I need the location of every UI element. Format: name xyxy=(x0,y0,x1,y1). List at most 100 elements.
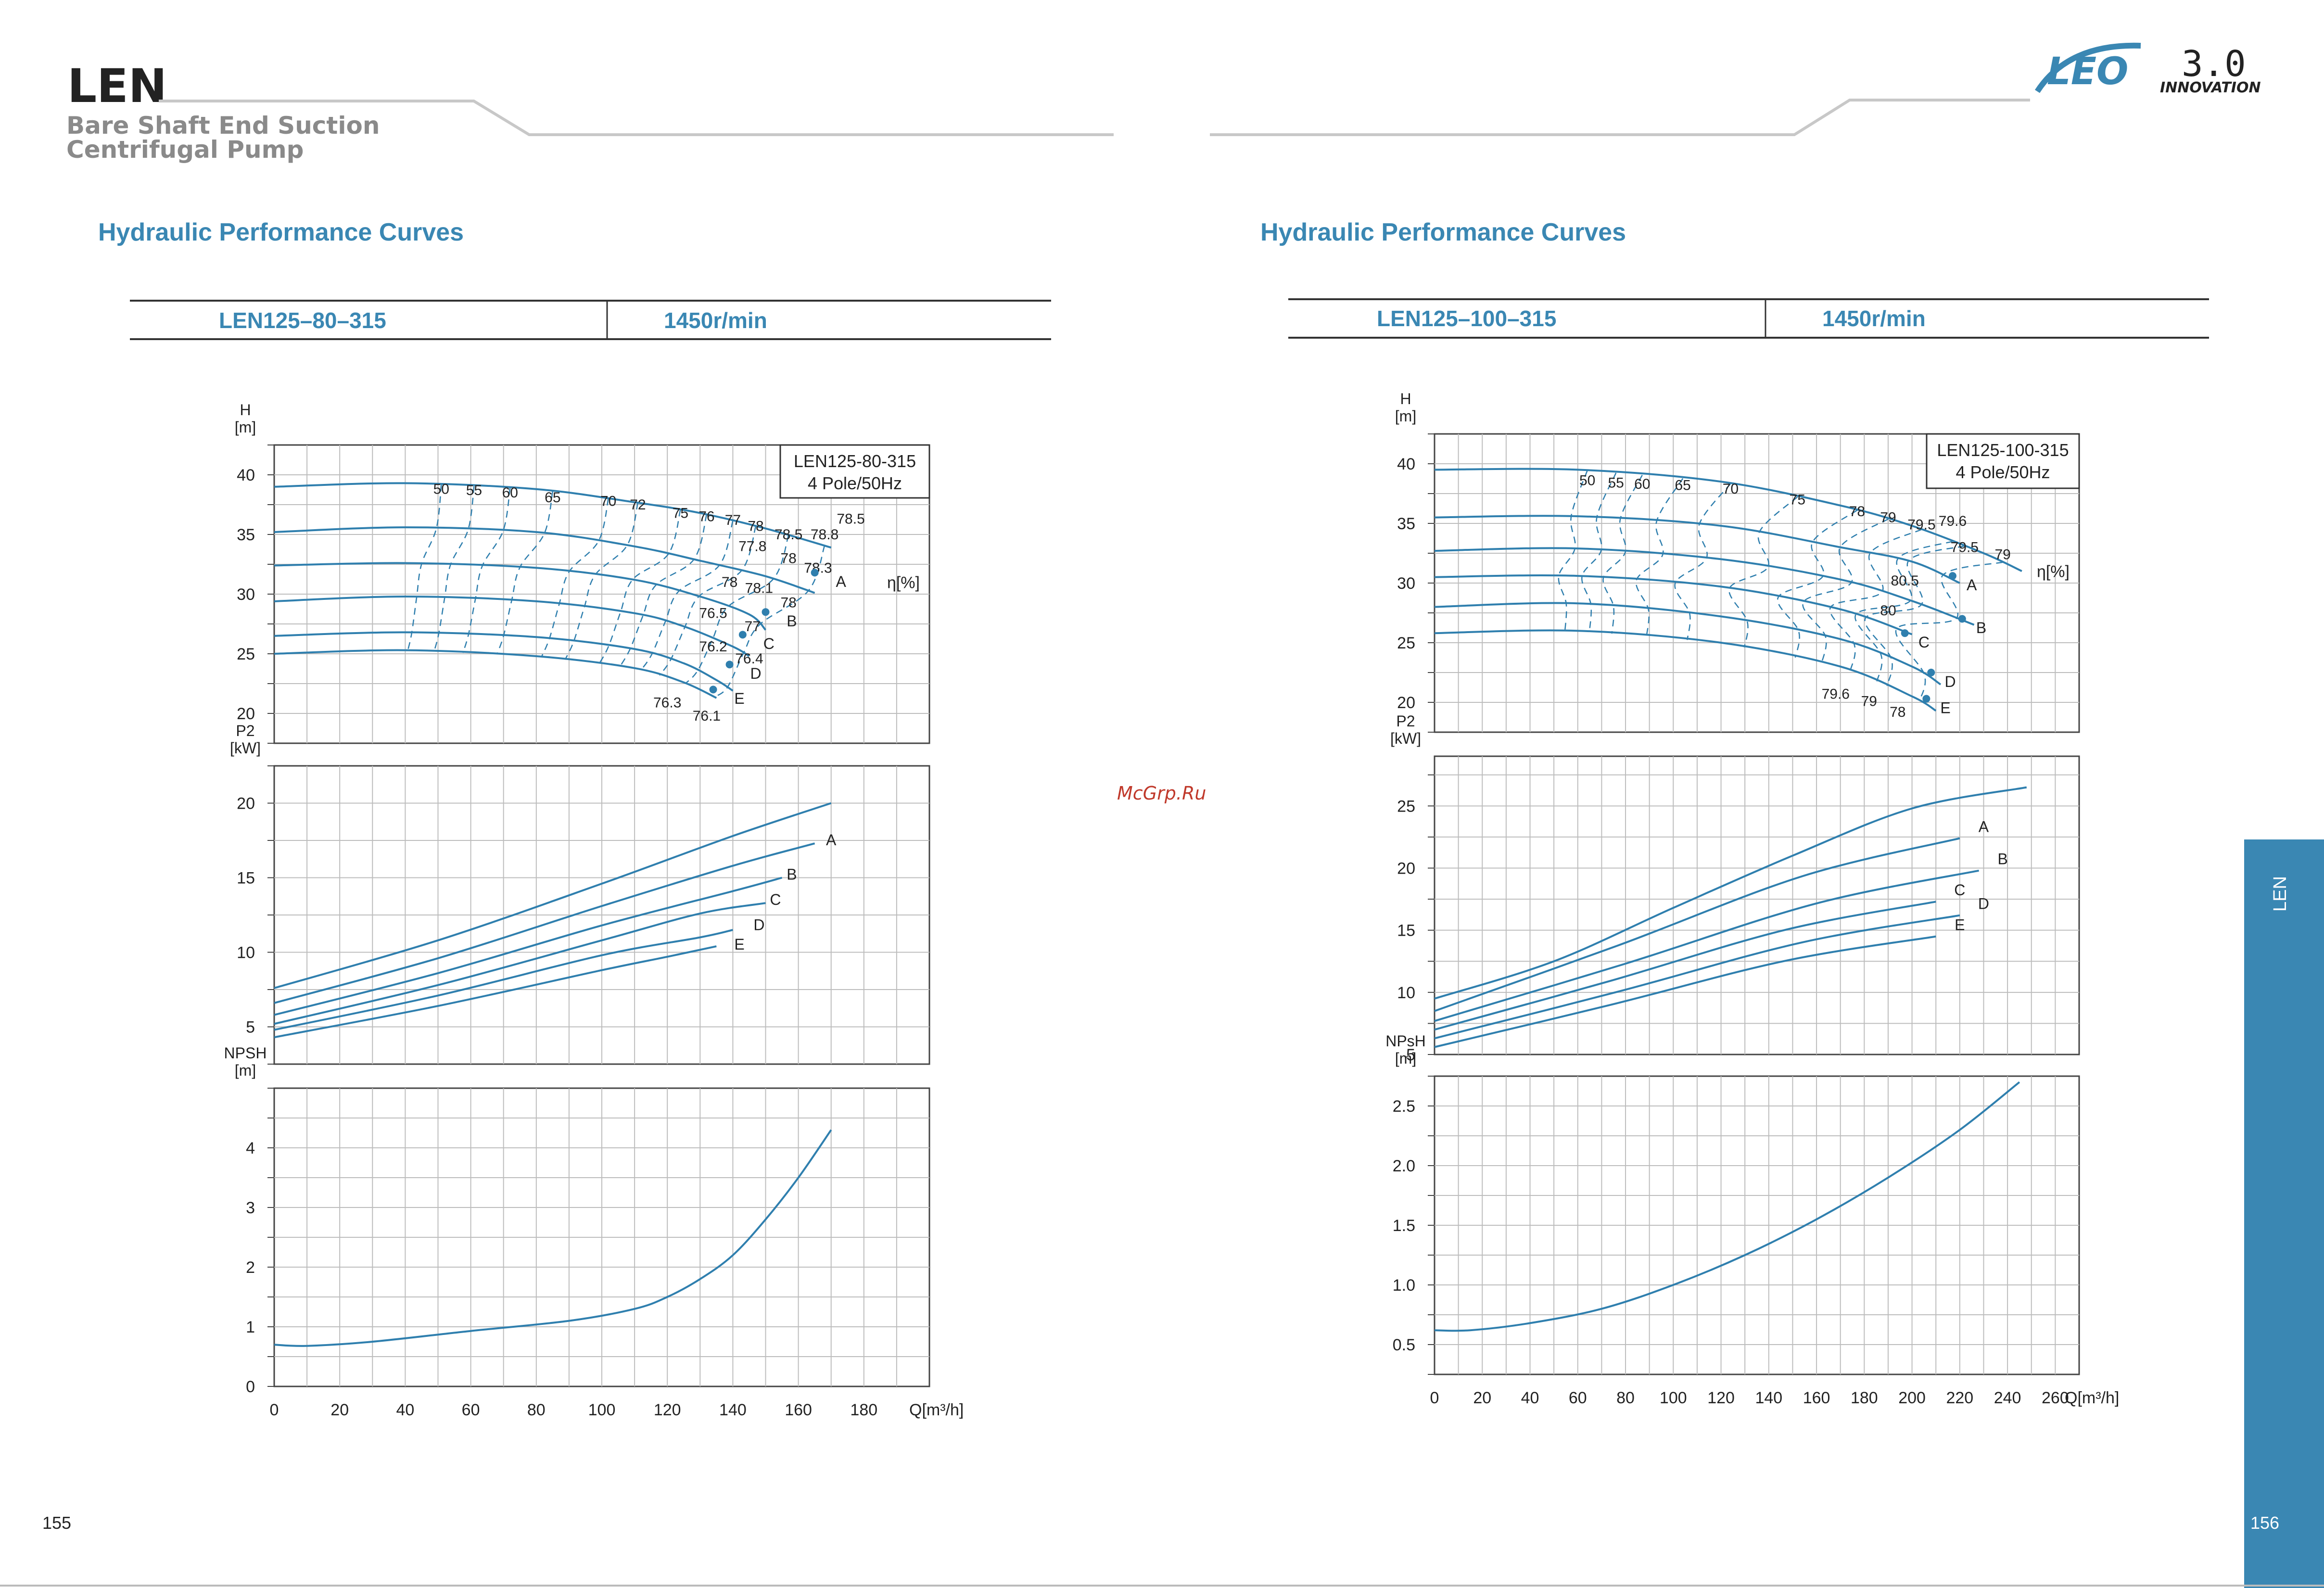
efficiency-label: 78.5 xyxy=(837,511,864,527)
efficiency-label: 76.2 xyxy=(699,639,727,655)
power-y-tick-label: 25 xyxy=(1397,797,1415,815)
efficiency-label: 70 xyxy=(600,493,616,509)
head-curve-b xyxy=(274,526,815,594)
npsh-y-tick-label: 1.0 xyxy=(1393,1276,1415,1295)
x-axis-label: Q[m³/h] xyxy=(909,1401,964,1419)
power-curve-a xyxy=(274,842,815,1004)
head-y-axis-unit: [m] xyxy=(235,419,256,436)
head-y-axis-label: H xyxy=(1400,390,1411,407)
power-curve-d xyxy=(1434,914,1960,1040)
iso-efficiency-line xyxy=(640,521,734,671)
efficiency-label: 75 xyxy=(1790,492,1805,508)
power-y-tick-label: 10 xyxy=(1397,984,1415,1002)
efficiency-label: 78.5 xyxy=(775,527,802,543)
power-curve-b xyxy=(1434,869,1979,1022)
efficiency-label: 65 xyxy=(1675,478,1690,494)
power-curve-c xyxy=(274,902,766,1025)
x-tick-label: 100 xyxy=(588,1401,616,1419)
iso-efficiency-line xyxy=(1829,529,1922,671)
x-tick-label: 140 xyxy=(719,1401,747,1419)
iso-efficiency-line xyxy=(1728,496,1798,648)
x-tick-label: 200 xyxy=(1898,1389,1926,1407)
curve-end-label: B xyxy=(787,612,797,630)
efficiency-axis-label: η[%] xyxy=(887,574,920,592)
operating-point xyxy=(1927,669,1935,676)
power-curve-label: D xyxy=(1978,895,1989,912)
power-curve xyxy=(274,802,832,989)
head-y-tick-label: 35 xyxy=(237,526,255,544)
efficiency-label: 77.8 xyxy=(738,539,766,555)
curve-end-label: D xyxy=(1944,673,1956,690)
efficiency-label: 79.6 xyxy=(1822,686,1850,702)
head-y-tick-label: 30 xyxy=(237,585,255,604)
power-curve-label: E xyxy=(734,936,744,953)
x-tick-label: 100 xyxy=(1660,1389,1687,1407)
head-y-axis-unit: [m] xyxy=(1395,407,1416,425)
efficiency-label: 79.5 xyxy=(1907,517,1935,533)
iso-efficiency-line xyxy=(1864,545,1965,686)
power-y-axis-label: P2 xyxy=(1396,712,1415,730)
x-tick-label: 60 xyxy=(462,1401,480,1419)
efficiency-label: 78 xyxy=(748,519,763,534)
npsh-y-tick-label: 4 xyxy=(246,1139,255,1157)
efficiency-label: 70 xyxy=(1723,481,1739,497)
head-curve-d xyxy=(274,595,750,657)
npsh-y-tick-label: 1 xyxy=(246,1318,255,1336)
brand-title: LEN xyxy=(67,59,167,113)
power-y-axis-unit: [kW] xyxy=(1390,730,1421,747)
efficiency-label: 79 xyxy=(1880,510,1896,526)
power-curve-c xyxy=(1434,901,1936,1031)
efficiency-label: 50 xyxy=(1579,473,1595,489)
watermark: McGrp.Ru xyxy=(1117,783,1206,804)
npsh-y-tick-label: 2.5 xyxy=(1393,1097,1415,1116)
x-tick-label: 180 xyxy=(1851,1389,1878,1407)
x-tick-label: 40 xyxy=(396,1401,414,1419)
npsh-y-tick-label: 2 xyxy=(246,1258,255,1277)
curve-end-label: A xyxy=(1967,576,1977,594)
power-curve-label: E xyxy=(1955,916,1965,933)
head-curve-e xyxy=(274,631,734,692)
power-curve-label: A xyxy=(1979,818,1989,835)
head-y-tick-label: 20 xyxy=(1397,694,1415,712)
efficiency-label: 76.3 xyxy=(653,695,681,711)
iso-efficiency-line xyxy=(1602,475,1643,634)
efficiency-label: 77 xyxy=(745,619,761,635)
operating-point xyxy=(1901,629,1909,637)
x-tick-label: 20 xyxy=(330,1401,349,1419)
power-curve-label: B xyxy=(1998,850,2008,867)
curve-end-label: D xyxy=(750,665,762,682)
x-tick-label: 120 xyxy=(654,1401,681,1419)
head-y-tick-label: 20 xyxy=(237,705,255,723)
head-y-tick-label: 40 xyxy=(237,466,255,484)
npsh-y-axis-unit: [m] xyxy=(235,1062,256,1079)
head-y-axis-label: H xyxy=(240,401,251,419)
logo-tagline: INNOVATION xyxy=(2160,79,2261,96)
x-tick-label: 80 xyxy=(1616,1389,1635,1407)
iso-efficiency-line xyxy=(1777,509,1858,658)
side-tab-label: LEN xyxy=(2270,876,2290,912)
x-axis-label: Q[m³/h] xyxy=(2065,1389,2119,1407)
right-npsh-panel: 0.5 1.0 1.5 2.0 2.5 NPsH[m] 0 20 40 60 80 100 120 140… xyxy=(1385,1032,2119,1407)
left-section-title: Hydraulic Performance Curves xyxy=(98,218,464,246)
legend-pole: 4 Pole/50Hz xyxy=(808,473,902,493)
page-number-right: 156 xyxy=(2250,1513,2279,1533)
operating-point xyxy=(1948,572,1956,580)
iso-efficiency-line xyxy=(598,509,681,664)
operating-point xyxy=(709,686,717,694)
power-curve-e xyxy=(274,945,717,1039)
head-curve-a xyxy=(274,482,832,549)
power-y-axis-label: P2 xyxy=(236,722,254,739)
x-tick-label: 20 xyxy=(1473,1389,1491,1407)
npsh-y-axis-label: NPsH xyxy=(1385,1032,1426,1050)
power-y-tick-label: 20 xyxy=(1397,860,1415,878)
curve-end-label: E xyxy=(734,690,744,707)
x-tick-label: 60 xyxy=(1569,1389,1587,1407)
side-tab xyxy=(2244,839,2324,1588)
head-curve xyxy=(1434,468,2022,572)
efficiency-label: 78 xyxy=(780,595,796,610)
x-tick-label: 260 xyxy=(2042,1389,2069,1407)
iso-efficiency-line xyxy=(564,502,639,660)
power-y-tick-label: 15 xyxy=(237,869,255,888)
